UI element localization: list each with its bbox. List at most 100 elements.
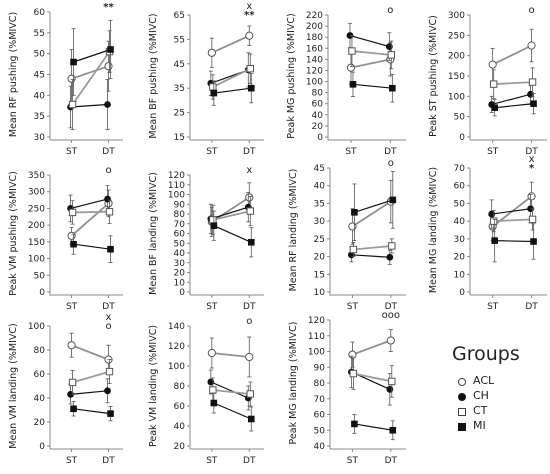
y-tick-label: 80 [312,89,324,99]
significance-marker: x [529,154,535,165]
y-tick-label: 60 [454,182,466,192]
significance-marker: o [387,5,393,16]
series-mi [70,233,114,263]
series-line-ct [493,218,533,223]
y-tick-label: 80 [174,382,186,392]
data-point-mi [247,238,255,246]
series-line-acl [71,65,109,80]
series-line-ch [70,198,108,210]
data-point-ct [209,386,217,394]
x-tick-label: ST [206,456,218,466]
series-acl [67,332,113,375]
series-line-ch [491,93,531,106]
x-tick-label: DT [243,147,256,157]
x-tick-label: ST [66,302,78,312]
y-tick-label: 20 [312,122,324,132]
y-tick-label: 0 [39,288,45,298]
y-tick-label: 60 [312,100,324,110]
series-mi [349,71,396,103]
x-tick-label: DT [385,456,398,466]
y-tick-label: 40 [174,422,186,432]
y-tick-label: 45 [174,60,185,70]
data-point-acl [348,222,357,231]
series-line-ct [72,210,110,214]
y-tick-label: 90 [174,200,186,210]
y-tick-label: 20 [174,442,186,452]
x-tick-label: DT [102,302,115,312]
y-tick-label: 25 [314,235,325,245]
y-tick-label: 80 [34,346,46,356]
series-mi [210,73,255,106]
y-axis-label: Mean BF landing (%MIVC) [148,172,159,295]
data-point-acl [348,350,357,359]
significance-marker: o [105,165,111,176]
series-ct [209,377,254,407]
series-ct [68,359,114,395]
data-point-acl [386,336,395,345]
y-tick-label: 160 [306,44,323,54]
y-tick-label: 50 [454,113,466,123]
series-ct [489,67,537,99]
data-point-acl [245,352,254,362]
y-axis-label: Mean RF pushing (%MIVC) [8,12,19,137]
x-tick-label: ST [66,147,78,157]
data-point-ct [528,78,537,86]
series-line-acl [211,352,250,358]
y-tick-label: 50 [174,239,186,249]
panel-2: 15 25 35 45 55 65 ST DT Mean BF pushing (%MIVC) x… [148,1,264,157]
y-tick-label: 55 [174,35,185,45]
y-axis-label: Peak MG landing (%MIVC) [288,322,299,445]
y-tick-label: 25 [174,109,185,119]
y-tick-label: 100 [168,362,185,372]
significance-marker: o [105,321,111,332]
series-line-mi [354,423,393,431]
data-point-ct [246,207,254,215]
y-tick-label: 250 [28,204,45,214]
y-tick-label: 90 [314,363,326,373]
y-tick-label: 120 [308,316,325,326]
series-line-mi [494,240,534,243]
legend-marker-ch [458,393,466,401]
x-tick-label: DT [243,456,256,466]
x-tick-label: DT [385,302,398,312]
x-tick-label: ST [487,147,499,157]
y-tick-label: 40 [34,394,46,404]
series-ct [209,196,254,235]
data-point-mi [107,46,114,53]
series-line-mi [213,402,252,420]
y-tick-label: 35 [174,84,185,94]
series-mi [70,401,114,422]
data-point-mi [491,104,498,112]
series-line-ch [351,254,390,258]
data-point-mi [210,399,218,407]
y-tick-label: 80 [174,210,186,220]
data-point-ct [489,80,498,88]
x-tick-label: ST [206,302,218,312]
series-line-acl [350,58,391,69]
legend-title: Groups [452,343,520,365]
y-tick-label: 110 [308,332,325,342]
y-tick-label: 150 [448,72,465,82]
series-acl [207,336,254,378]
series-line-mi [73,48,111,63]
y-tick-label: 30 [174,259,186,269]
y-tick-label: 250 [448,31,465,41]
x-tick-label: DT [243,302,256,312]
y-tick-label: 0 [459,133,465,143]
data-point-acl [245,31,254,40]
series-ct [68,199,114,225]
series-line-acl [351,200,392,228]
series-line-mi [213,87,252,94]
panel-8: 0 10 20 30 40 50 60 70 ST DT Mean MG landing (%MIV… [428,154,547,312]
data-point-ct [349,245,358,254]
y-tick-label: 200 [306,22,323,32]
data-point-acl [67,74,76,83]
data-point-acl [207,48,216,57]
y-tick-label: 0 [317,133,323,143]
series-line-ct [71,51,111,106]
y-tick-label: 40 [174,249,186,259]
series-mi [491,93,537,117]
data-point-mi [349,81,357,88]
